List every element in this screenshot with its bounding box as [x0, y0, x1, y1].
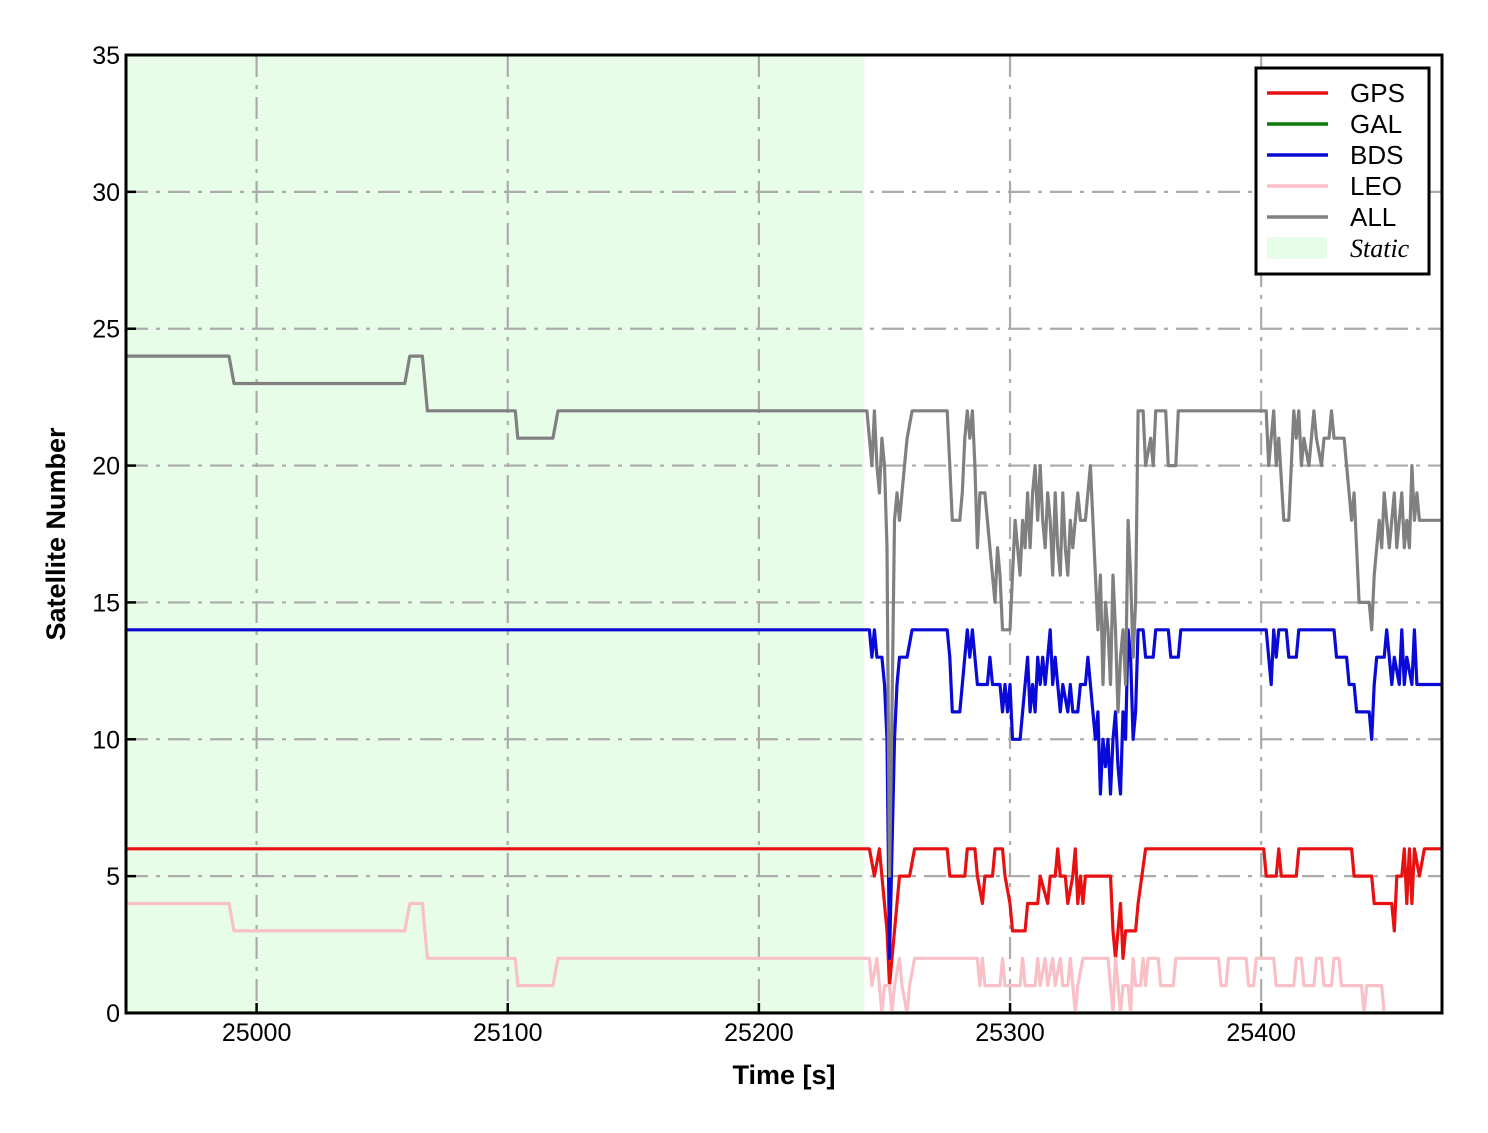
series-line-leo	[126, 901, 1386, 1013]
y-tick-label-25: 25	[92, 316, 120, 344]
y-tick-label-35: 35	[92, 42, 120, 70]
legend-label-static: Static	[1350, 234, 1410, 263]
y-tick-label-0: 0	[106, 1000, 120, 1028]
plot-frame	[124, 53, 1444, 1015]
series-lines	[126, 354, 1442, 1013]
series-line-all	[126, 354, 1442, 878]
legend-box	[1254, 66, 1431, 276]
x-tick-label-25000: 25000	[222, 1019, 292, 1047]
series-line-gps	[126, 847, 1442, 988]
legend-label-bds: BDS	[1350, 140, 1403, 170]
static-region	[126, 55, 865, 1013]
y-axis-title: Satellite Number	[41, 427, 71, 641]
y-tick-label-10: 10	[92, 726, 120, 754]
x-axis-title: Time [s]	[732, 1060, 835, 1090]
legend-swatch-static	[1267, 237, 1327, 259]
x-tick-label-25200: 25200	[724, 1019, 794, 1047]
legend-label-gps: GPS	[1350, 78, 1405, 108]
x-tick-label-25100: 25100	[473, 1019, 543, 1047]
grid-lines	[126, 55, 1442, 1013]
y-tick-label-5: 5	[106, 863, 120, 891]
series-line-bds	[126, 628, 1442, 960]
x-tick-label-25400: 25400	[1226, 1019, 1296, 1047]
axis-ticks: 25000 25100 25200 25300 25400 0 5 10 15 20 25 30 35	[92, 42, 1296, 1047]
y-tick-label-15: 15	[92, 589, 120, 617]
legend-label-all: ALL	[1350, 202, 1396, 232]
y-tick-label-20: 20	[92, 453, 120, 481]
legend-label-gal: GAL	[1350, 109, 1402, 139]
x-tick-label-25300: 25300	[975, 1019, 1045, 1047]
y-tick-label-30: 30	[92, 179, 120, 207]
legend-label-leo: LEO	[1350, 171, 1402, 201]
